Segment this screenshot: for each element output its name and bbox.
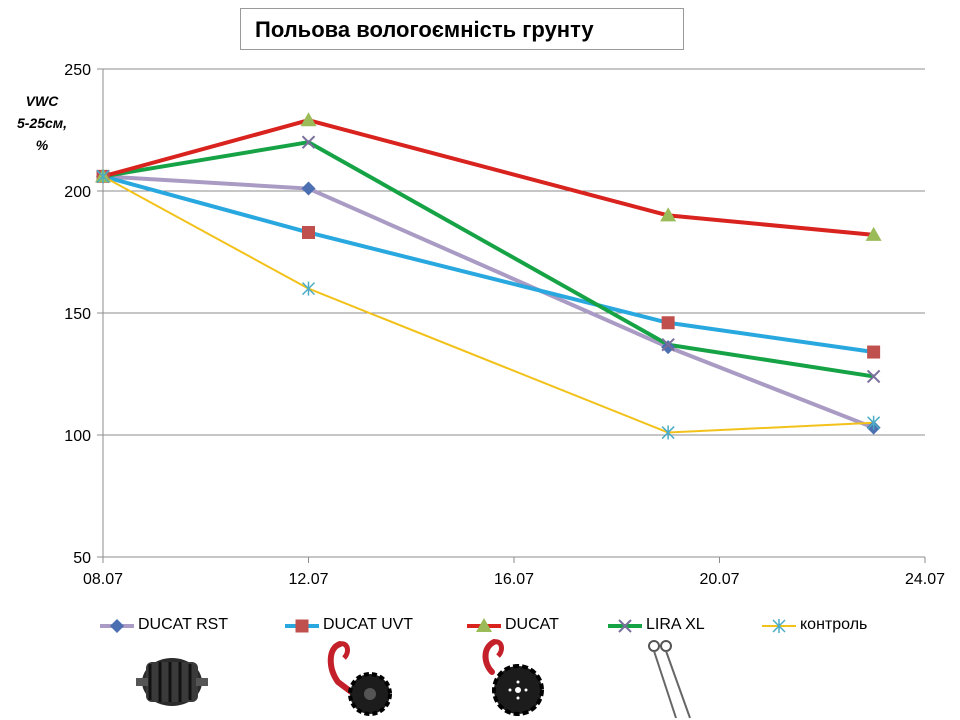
- data-point: [301, 181, 316, 196]
- data-point: [867, 415, 881, 430]
- data-point: [866, 369, 881, 384]
- legend-label: контроль: [800, 616, 868, 633]
- data-point: [661, 425, 675, 440]
- series-line-ducat-rst: [102, 174, 875, 430]
- data-point: [660, 207, 677, 222]
- legend-marker: [295, 619, 309, 633]
- legend-label: LIRA XL: [646, 616, 705, 633]
- y-axis-label-line: VWC: [25, 93, 59, 109]
- legend-label: DUCAT: [505, 616, 559, 633]
- y-tick-label: 250: [64, 62, 91, 79]
- data-point: [96, 169, 110, 184]
- data-point: [661, 340, 676, 355]
- data-point: [301, 135, 316, 149]
- chart-title-box: Польова вологоємність грунту: [240, 8, 684, 50]
- series-line-ducat: [102, 118, 874, 237]
- y-tick-label: 200: [64, 184, 91, 201]
- series-line-ducat-uvt: [102, 174, 874, 355]
- legend-label: DUCAT RST: [138, 616, 229, 633]
- line-chart: 50 100 150 200 250 08.07 12.07 16.07 20.07 24.07: [64, 62, 945, 588]
- chart-title: Польова вологоємність грунту: [255, 17, 594, 42]
- legend-swatch: [467, 618, 501, 632]
- data-point: [865, 226, 882, 241]
- x-tick-label: 08.07: [83, 571, 123, 588]
- legend-swatch: [608, 619, 642, 633]
- x-tick-label: 24.07: [905, 571, 945, 588]
- y-axis-label-line: 5-25см,: [16, 115, 68, 131]
- spring-tine-disc-icon: [327, 641, 392, 716]
- data-point: [302, 225, 315, 239]
- data-point: [301, 281, 316, 296]
- legend-label: DUCAT UVT: [323, 616, 414, 633]
- series-line-контроль: [102, 175, 874, 434]
- legend-swatch: [285, 619, 319, 633]
- legend-swatch: [762, 619, 796, 633]
- legend-marker: [618, 619, 632, 633]
- legend-marker: [476, 618, 492, 632]
- cage-roller-icon: [136, 658, 208, 706]
- data-point: [300, 112, 317, 127]
- twin-tine-icon: [648, 640, 691, 719]
- legend-marker: [772, 619, 786, 633]
- y-tick-label: 150: [64, 306, 91, 323]
- series-line-lira-xl: [102, 140, 874, 379]
- legend: DUCAT RST DUCAT UVT DUCAT LIRA XL контроль: [0, 606, 960, 646]
- y-axis-label-line: %: [35, 137, 49, 153]
- x-tick-label: 20.07: [699, 571, 739, 588]
- spring-tine-disc-icon: [482, 639, 544, 716]
- data-point: [661, 316, 675, 330]
- y-tick-label: 50: [73, 550, 91, 567]
- y-tick-label: 100: [64, 428, 91, 445]
- x-tick-label: 16.07: [494, 571, 534, 588]
- legend-marker: [110, 619, 124, 633]
- y-axis-label: VWC 5-25см, %: [6, 90, 78, 156]
- data-point: [867, 345, 881, 359]
- data-point: [661, 338, 675, 352]
- legend-swatch: [100, 619, 134, 633]
- x-tick-label: 12.07: [288, 571, 328, 588]
